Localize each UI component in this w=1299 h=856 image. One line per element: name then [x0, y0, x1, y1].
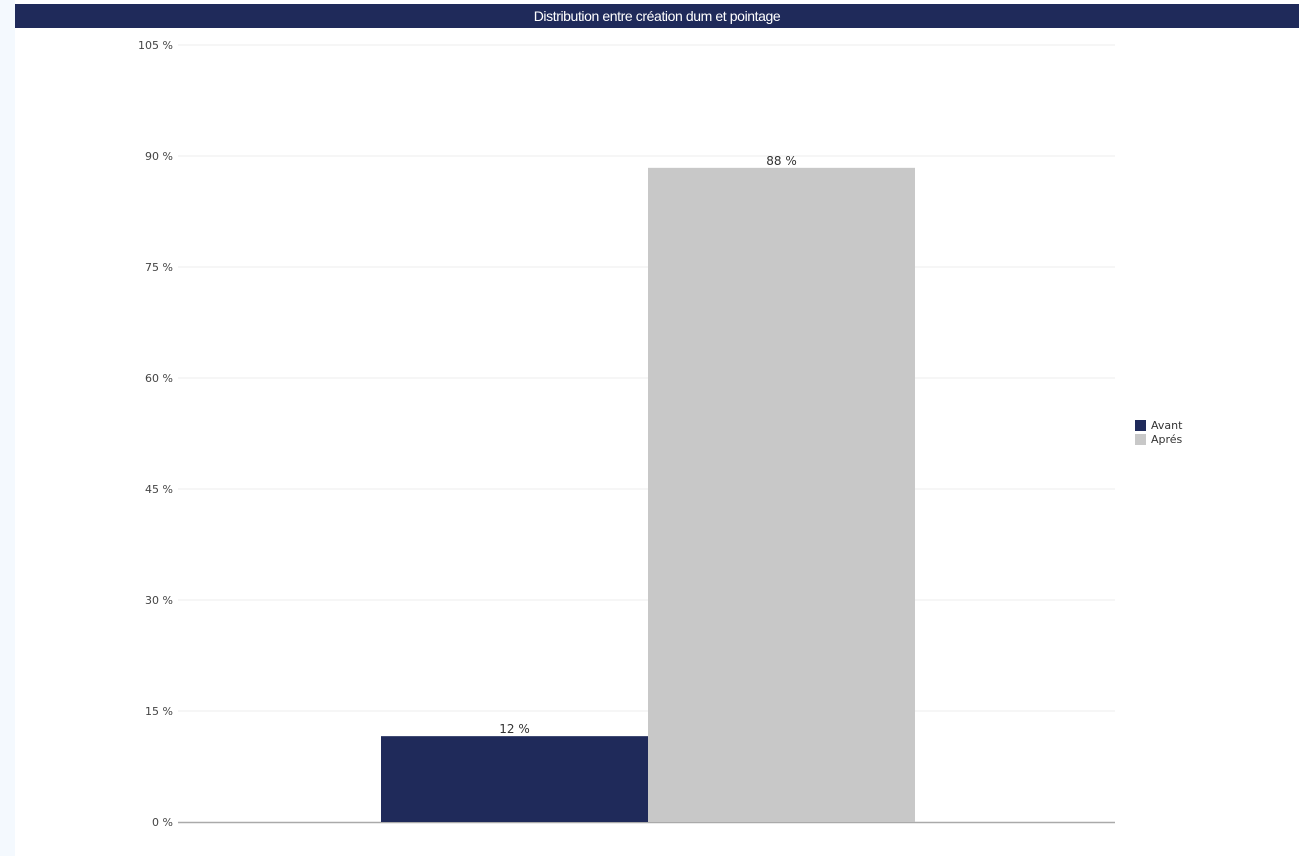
y-tick-label: 105 % — [138, 39, 173, 52]
data-label-avant: 12 % — [499, 722, 530, 736]
legend: Avant Aprés — [1135, 418, 1182, 446]
y-tick-label: 45 % — [145, 483, 173, 496]
legend-item-avant[interactable]: Avant — [1135, 418, 1182, 432]
data-label-apres: 88 % — [766, 154, 797, 168]
y-tick-label: 90 % — [145, 150, 173, 163]
y-tick-label: 0 % — [152, 816, 173, 829]
bar-avant — [381, 736, 648, 822]
legend-item-apres[interactable]: Aprés — [1135, 432, 1182, 446]
legend-label-apres: Aprés — [1151, 432, 1183, 446]
y-tick-label: 60 % — [145, 372, 173, 385]
y-tick-label: 75 % — [145, 261, 173, 274]
y-tick-label: 30 % — [145, 594, 173, 607]
legend-label-avant: Avant — [1151, 418, 1183, 432]
legend-swatch-avant — [1135, 419, 1146, 431]
chart-title: Distribution entre création dum et point… — [15, 4, 1299, 28]
y-tick-label: 15 % — [145, 705, 173, 718]
bar-apres — [648, 167, 915, 823]
legend-swatch-apres — [1135, 433, 1146, 445]
